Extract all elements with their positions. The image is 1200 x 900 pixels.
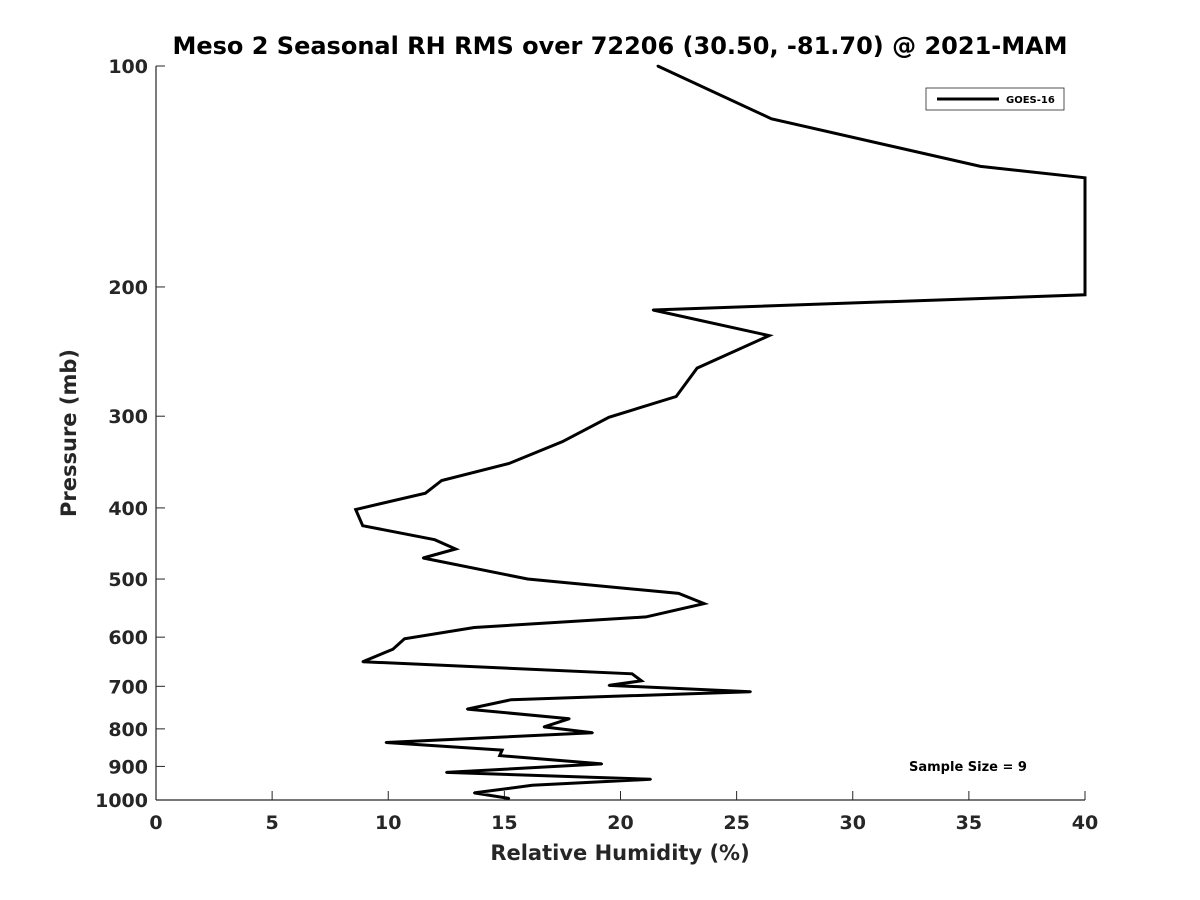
x-tick-label: 40 — [1072, 812, 1098, 834]
sample-size-annotation: Sample Size = 9 — [909, 760, 1027, 775]
chart-title: Meso 2 Seasonal RH RMS over 72206 (30.50… — [172, 32, 1067, 60]
data-point — [510, 698, 513, 701]
data-point — [677, 592, 680, 595]
data-point — [403, 637, 406, 640]
data-point — [542, 725, 546, 729]
data-point — [630, 672, 634, 675]
series-group — [353, 64, 1087, 800]
y-axis-label: Pressure (mb) — [57, 349, 81, 517]
y-tick-label: 700 — [108, 676, 148, 698]
data-point — [526, 577, 529, 581]
data-point — [607, 416, 611, 419]
x-axis-ticks: 0 5 10 15 20 25 30 35 40 — [149, 791, 1098, 834]
data-point — [644, 615, 648, 619]
data-point — [675, 395, 678, 398]
plot-area — [155, 66, 1085, 801]
data-point — [466, 707, 469, 711]
y-tick-label: 800 — [108, 719, 148, 741]
data-point — [391, 648, 395, 651]
data-point — [591, 731, 594, 734]
y-axis-ticks: 100 200 300 400 500 600 700 800 900 1000 — [95, 56, 165, 812]
y-tick-label: 1000 — [95, 790, 148, 812]
data-point — [445, 771, 448, 774]
y-tick-label: 200 — [108, 277, 148, 299]
y-tick-label: 300 — [108, 406, 148, 428]
x-tick-label: 20 — [607, 812, 633, 834]
y-tick-label: 100 — [108, 56, 148, 78]
data-point — [656, 64, 659, 68]
data-point — [561, 440, 564, 443]
series-line-goes16 — [353, 64, 1087, 800]
y-tick-label: 900 — [108, 756, 148, 778]
data-point — [979, 165, 982, 168]
data-point — [749, 690, 752, 693]
data-point — [607, 684, 611, 687]
data-point — [649, 778, 652, 781]
x-tick-label: 5 — [266, 812, 279, 834]
data-point — [702, 602, 706, 605]
data-point — [1083, 293, 1087, 296]
data-point — [473, 626, 476, 629]
data-point — [770, 117, 773, 121]
data-point — [640, 679, 643, 682]
x-tick-label: 35 — [956, 812, 982, 834]
x-tick-label: 0 — [149, 812, 162, 834]
y-tick-label: 600 — [108, 627, 148, 649]
x-tick-label: 15 — [491, 812, 517, 834]
data-point — [473, 791, 476, 795]
data-point — [498, 754, 501, 757]
y-tick-label: 400 — [108, 498, 148, 520]
data-point — [454, 547, 457, 551]
data-point — [651, 308, 655, 312]
data-point — [695, 366, 699, 370]
data-point — [361, 524, 364, 527]
data-point — [1083, 176, 1087, 179]
data-point — [424, 492, 427, 495]
x-tick-label: 30 — [840, 812, 866, 834]
data-point — [507, 462, 511, 465]
y-tick-label: 500 — [108, 569, 148, 591]
x-tick-label: 25 — [723, 812, 749, 834]
data-point — [500, 748, 504, 752]
data-point — [767, 334, 771, 337]
data-point — [354, 508, 357, 511]
legend-label-goes16: GOES-16 — [1006, 95, 1055, 106]
x-tick-label: 10 — [375, 812, 401, 834]
data-point — [507, 797, 511, 800]
data-point — [440, 479, 443, 482]
data-point — [433, 538, 436, 541]
data-point — [531, 784, 534, 787]
data-point — [421, 556, 425, 560]
data-point — [384, 741, 388, 744]
legend: GOES-16 — [925, 87, 1065, 111]
data-point — [600, 762, 604, 766]
x-axis-label: Relative Humidity (%) — [490, 841, 749, 865]
data-point — [568, 717, 571, 720]
data-point — [361, 660, 364, 663]
